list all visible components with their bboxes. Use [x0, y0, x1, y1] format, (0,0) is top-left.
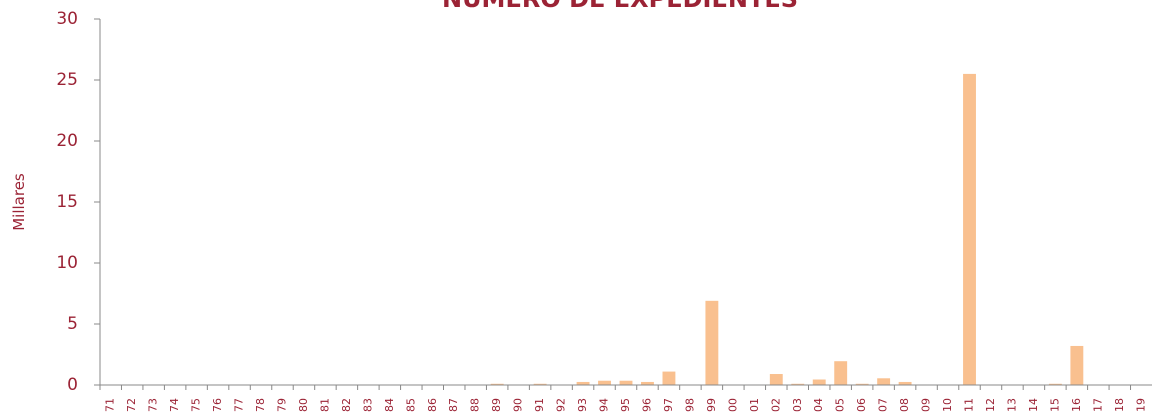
y-tick-label: 25: [56, 70, 78, 90]
x-tick-label: 74: [168, 398, 181, 412]
bar: [877, 378, 891, 385]
x-tick-label: 79: [275, 398, 288, 412]
bar: [812, 379, 826, 385]
x-tick-label: 87: [447, 398, 460, 412]
bar: [662, 371, 676, 385]
bar: [1070, 345, 1084, 385]
y-tick-label: 30: [56, 9, 78, 29]
bar: [898, 381, 912, 385]
x-tick-label: 14: [1027, 398, 1040, 412]
x-tick-label: 75: [190, 398, 203, 412]
x-tick-label: 89: [490, 398, 503, 412]
x-tick-label: 90: [512, 398, 525, 412]
bar: [834, 361, 848, 385]
x-tick-label: 96: [640, 398, 653, 412]
bar: [641, 381, 654, 385]
y-tick-label: 10: [56, 253, 78, 273]
x-tick-label: 16: [1070, 398, 1083, 412]
y-tick-label: 20: [56, 131, 78, 151]
x-tick-label: 11: [963, 398, 976, 412]
x-tick-label: 83: [361, 398, 374, 412]
bar: [791, 383, 805, 385]
x-tick-label: 07: [877, 398, 890, 412]
bar: [963, 73, 976, 386]
bar: [598, 380, 611, 385]
x-tick-label: 94: [598, 398, 611, 412]
x-tick-label: 88: [469, 398, 482, 412]
y-tick-label: 15: [56, 192, 78, 212]
x-tick-label: 76: [211, 398, 224, 412]
x-tick-label: 77: [233, 398, 246, 412]
x-tick-label: 05: [834, 398, 847, 412]
x-tick-label: 08: [898, 398, 911, 412]
bar: [705, 300, 719, 385]
y-tick-label: 5: [67, 314, 78, 334]
x-tick-label: 91: [533, 398, 546, 412]
y-tick-label: 0: [67, 375, 78, 395]
x-tick-label: 73: [147, 398, 160, 412]
x-tick-label: 80: [297, 398, 310, 412]
bar: [619, 380, 633, 385]
x-tick-label: 78: [254, 398, 267, 412]
x-tick-label: 17: [1091, 398, 1104, 412]
x-tick-label: 06: [855, 398, 868, 412]
bar: [1048, 383, 1062, 385]
x-tick-label: 92: [555, 398, 568, 412]
x-tick-label: 93: [576, 398, 589, 412]
x-tick-label: 12: [984, 398, 997, 412]
x-tick-label: 95: [619, 398, 632, 412]
x-tick-label: 72: [125, 398, 138, 412]
x-tick-label: 01: [748, 398, 761, 412]
x-tick-label: 00: [726, 398, 739, 412]
y-axis-label: Millares: [10, 173, 28, 231]
bar: [576, 381, 590, 385]
x-tick-label: 19: [1134, 398, 1147, 412]
x-tick-label: 85: [404, 398, 417, 412]
x-tick-label: 13: [1005, 398, 1018, 412]
x-tick-label: 04: [812, 398, 825, 412]
bar: [769, 374, 783, 385]
x-tick-label: 98: [683, 398, 696, 412]
x-tick-label: 71: [104, 398, 117, 412]
x-tick-label: 15: [1048, 398, 1061, 412]
x-tick-label: 10: [941, 398, 954, 412]
x-tick-label: 81: [318, 398, 331, 412]
chart-title: NÚMERO DE EXPEDIENTES: [442, 0, 798, 13]
x-tick-label: 03: [791, 398, 804, 412]
x-tick-label: 97: [662, 398, 675, 412]
x-tick-label: 84: [383, 398, 396, 412]
x-tick-label: 02: [769, 398, 782, 412]
x-tick-label: 99: [705, 398, 718, 412]
bar: [490, 383, 504, 385]
x-tick-label: 09: [920, 398, 933, 412]
x-tick-label: 82: [340, 398, 353, 412]
bar: [533, 383, 547, 385]
x-tick-label: 86: [426, 398, 439, 412]
x-tick-label: 18: [1113, 398, 1126, 412]
bar: [855, 383, 869, 385]
